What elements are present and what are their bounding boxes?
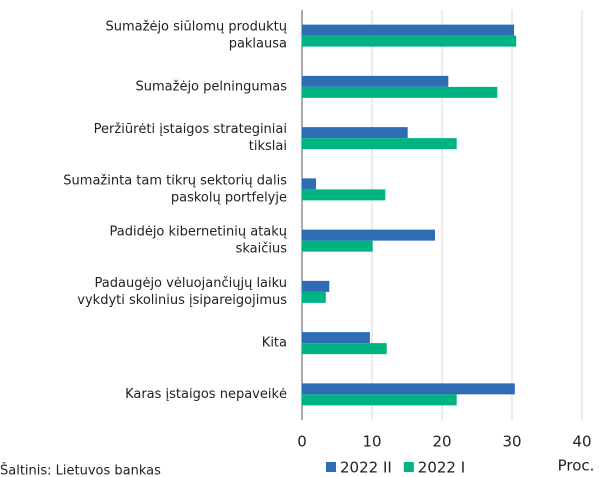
y-tick-label: skaičius [236, 242, 288, 257]
bar [302, 178, 316, 190]
bar [302, 394, 457, 406]
bar [302, 189, 386, 201]
y-tick-label: Padidėjo kibernetinių atakų [109, 225, 287, 240]
x-tick-label: 20 [432, 433, 451, 451]
source: Šaltinis: Lietuvos bankas [0, 463, 161, 477]
y-tick-label: Kita [262, 336, 287, 351]
legend-swatch [326, 462, 336, 472]
bar [302, 138, 457, 150]
y-tick-label: Karas įstaigos nepaveikė [125, 387, 287, 402]
y-tick-label: Peržiūrėti įstaigos strateginiai [94, 122, 287, 137]
bar [302, 24, 515, 36]
x-tick-label: 40 [572, 433, 591, 451]
bar [302, 229, 435, 241]
y-tick-label: Sumažėjo pelningumas [136, 79, 288, 94]
bar [302, 240, 373, 252]
x-tick-label: 0 [297, 433, 307, 451]
y-tick-label: Sumažėjo siūlomų produktų [106, 20, 288, 35]
y-tick-label: paskolų portfelyje [171, 190, 287, 205]
legend-swatch [403, 462, 414, 472]
y-tick-label: paklausa [229, 37, 287, 52]
y-tick-label: Sumažinta tam tikrų sektorių dalis [63, 173, 287, 188]
x-tick-label: 30 [502, 433, 521, 451]
legend-label: 2022 II [340, 459, 392, 477]
x-tick-label: 10 [362, 433, 381, 451]
bar [302, 332, 370, 344]
bar [302, 383, 515, 395]
y-tick-label: tikslai [249, 139, 287, 154]
legend-label: 2022 I [418, 459, 465, 477]
bar [302, 35, 517, 47]
bar [302, 343, 387, 355]
bar [302, 280, 330, 292]
bar [302, 127, 408, 139]
y-tick-label: vykdyti skolinius įsipareigojimus [77, 293, 287, 308]
y-tick-label: Padaugėjo vėluojančiųjų laiku [95, 276, 287, 291]
bar [302, 291, 326, 303]
bar [302, 75, 449, 87]
x-axis-label: Proc. [558, 457, 595, 475]
bar [302, 86, 498, 98]
